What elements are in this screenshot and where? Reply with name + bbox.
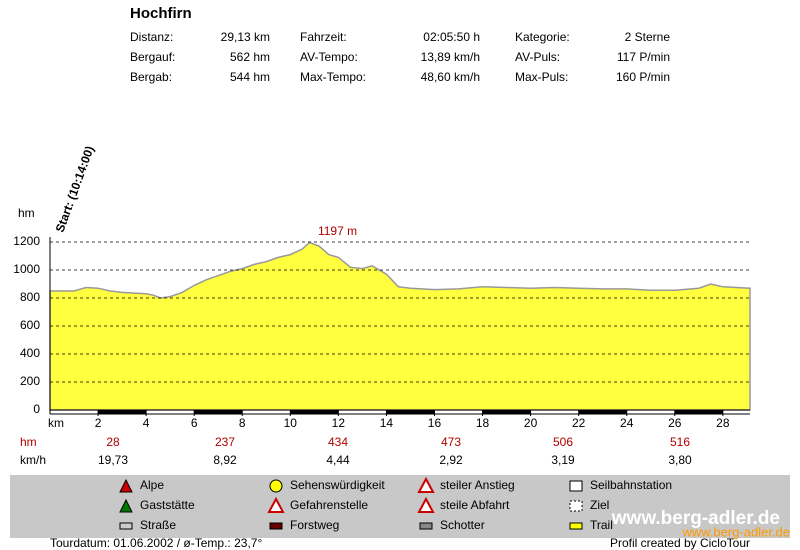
start-label: Start: (10:14:00) <box>53 144 97 234</box>
row-value: 473 <box>441 435 461 449</box>
legend-label: Schotter <box>440 518 485 532</box>
row-label: hm <box>20 435 37 449</box>
row-value: 8,92 <box>213 453 237 467</box>
stat-value: 117 P/min <box>617 50 670 64</box>
stat-value: 29,13 km <box>221 30 270 44</box>
icon <box>569 522 583 530</box>
x-tick-label: 10 <box>284 416 298 430</box>
legend-label: Alpe <box>140 478 164 492</box>
icon <box>417 476 435 493</box>
row-value: 2,92 <box>439 453 463 467</box>
icon <box>569 480 583 492</box>
icon <box>419 522 433 530</box>
stat-label: Max-Tempo: <box>300 70 366 84</box>
footer-right: Profil created by CicloTour <box>610 536 750 550</box>
legend-label: steiler Anstieg <box>440 478 515 492</box>
y-tick-label: 200 <box>20 374 40 388</box>
x-tick-label: 28 <box>716 416 730 430</box>
stat-label: Bergauf: <box>130 50 175 64</box>
y-tick-label: 600 <box>20 318 40 332</box>
watermark-small: www.berg-adler.de <box>681 524 790 539</box>
row-value: 237 <box>215 435 235 449</box>
icon <box>267 496 285 513</box>
stat-label: Kategorie: <box>515 30 570 44</box>
legend-label: Ziel <box>590 498 609 512</box>
scale-bar <box>674 410 723 414</box>
y-tick-label: 800 <box>20 290 40 304</box>
legend-label: Seilbahnstation <box>590 478 672 492</box>
x-tick-label: 24 <box>620 416 634 430</box>
legend-label: Forstweg <box>290 518 339 532</box>
scale-bar <box>290 410 339 414</box>
stat-value: 13,89 km/h <box>421 50 480 64</box>
row-value: 4,44 <box>326 453 350 467</box>
stat-label: Max-Puls: <box>515 70 568 84</box>
scale-bar <box>578 410 627 414</box>
x-tick-label: 18 <box>476 416 490 430</box>
stat-label: AV-Puls: <box>515 50 560 64</box>
y-tick-label: 1200 <box>13 234 40 248</box>
legend-label: Sehenswürdigkeit <box>290 478 385 492</box>
stat-label: Distanz: <box>130 30 173 44</box>
scale-bar <box>194 410 243 414</box>
stat-value: 160 P/min <box>616 70 670 84</box>
x-tick-label: 6 <box>191 416 198 430</box>
row-value: 19,73 <box>98 453 128 467</box>
x-tick-label: 22 <box>572 416 586 430</box>
x-tick-label: 26 <box>668 416 682 430</box>
x-axis-label: km <box>48 416 64 430</box>
legend-label: Gaststätte <box>140 498 195 512</box>
x-tick-label: 20 <box>524 416 538 430</box>
x-tick-label: 8 <box>239 416 246 430</box>
row-value: 516 <box>670 435 690 449</box>
y-axis-label: hm <box>18 206 35 220</box>
x-tick-label: 4 <box>143 416 150 430</box>
y-tick-label: 400 <box>20 346 40 360</box>
icon <box>119 522 133 530</box>
stat-label: AV-Tempo: <box>300 50 358 64</box>
scale-bar <box>386 410 435 414</box>
stat-value: 562 hm <box>230 50 270 64</box>
row-value: 506 <box>553 435 573 449</box>
row-label: km/h <box>20 453 46 467</box>
row-value: 3,19 <box>551 453 575 467</box>
row-value: 28 <box>106 435 120 449</box>
watermark: www.berg-adler.de <box>611 508 780 529</box>
stat-label: Bergab: <box>130 70 172 84</box>
stat-value: 02:05:50 h <box>423 30 480 44</box>
row-value: 3,80 <box>668 453 692 467</box>
icon <box>269 522 283 530</box>
x-tick-label: 14 <box>380 416 394 430</box>
icon <box>417 496 435 513</box>
scale-bar <box>482 410 531 414</box>
legend-box <box>10 475 790 538</box>
peak-label: 1197 m <box>318 224 357 238</box>
stat-value: 2 Sterne <box>625 30 671 44</box>
legend-label: steile Abfahrt <box>440 498 510 512</box>
stat-value: 544 hm <box>230 70 270 84</box>
x-tick-label: 12 <box>332 416 346 430</box>
icon <box>119 478 133 493</box>
footer-left: Tourdatum: 01.06.2002 / ø-Temp.: 23,7° <box>50 536 262 550</box>
legend-label: Straße <box>140 518 176 532</box>
scale-bar <box>98 410 147 414</box>
icon <box>119 498 133 513</box>
y-tick-label: 1000 <box>13 262 40 276</box>
y-tick-label: 0 <box>33 402 40 416</box>
legend-label: Gefahrenstelle <box>290 498 368 512</box>
row-value: 434 <box>328 435 348 449</box>
x-tick-label: 16 <box>428 416 442 430</box>
icon <box>569 500 583 512</box>
title: Hochfirn <box>130 5 192 22</box>
legend-label: Trail <box>590 518 613 532</box>
stat-label: Fahrzeit: <box>300 30 347 44</box>
x-tick-label: 2 <box>95 416 102 430</box>
stat-value: 48,60 km/h <box>421 70 480 84</box>
icon <box>269 479 283 493</box>
